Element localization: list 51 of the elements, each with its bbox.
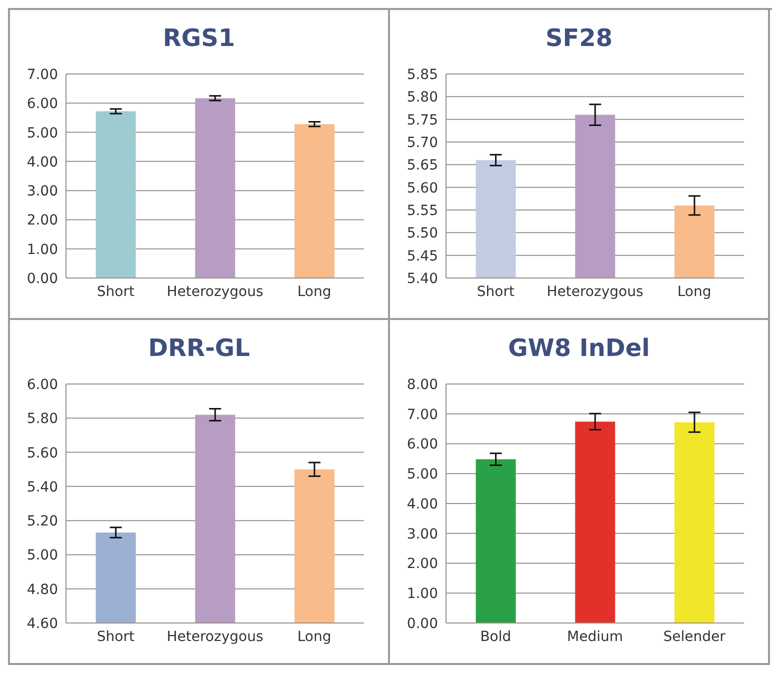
- x-tick-label: Heterozygous: [546, 284, 644, 300]
- y-tick-label: 2.00: [406, 556, 438, 572]
- chart-title: GW8 InDel: [507, 333, 651, 364]
- y-tick-label: 2.00: [26, 212, 58, 229]
- y-tick-label: 3.00: [406, 526, 438, 542]
- y-tick-label: 5.50: [406, 226, 438, 242]
- y-tick-label: 0.00: [26, 270, 58, 287]
- x-tick-label: Medium: [567, 628, 623, 645]
- y-tick-label: 4.80: [26, 582, 58, 598]
- x-tick-label: Long: [297, 284, 332, 300]
- y-tick-label: 5.00: [26, 548, 58, 564]
- y-tick-label: 1.00: [26, 242, 58, 258]
- y-tick-label: 5.45: [406, 248, 438, 264]
- y-tick-label: 5.60: [26, 445, 58, 462]
- y-tick-label: 6.00: [26, 376, 58, 393]
- x-tick-label: Bold: [480, 628, 512, 645]
- x-tick-label: Selender: [663, 628, 726, 645]
- y-tick-label: 4.60: [26, 616, 58, 632]
- chart-title: SF28: [544, 23, 614, 54]
- y-tick-label: 5.55: [406, 202, 438, 219]
- y-tick-label: 5.00: [406, 466, 438, 483]
- y-tick-label: 5.20: [26, 514, 58, 530]
- y-tick-label: 5.75: [406, 112, 438, 128]
- y-tick-label: 5.80: [406, 90, 438, 106]
- x-tick-label: Long: [677, 284, 712, 300]
- y-tick-label: 5.40: [406, 270, 438, 287]
- x-tick-label: Long: [297, 628, 332, 645]
- y-tick-label: 5.70: [406, 134, 438, 151]
- y-tick-label: 5.85: [406, 66, 438, 83]
- y-tick-label: 5.00: [26, 125, 58, 142]
- y-tick-label: 5.80: [26, 411, 58, 428]
- y-tick-label: 4.00: [26, 154, 58, 170]
- y-tick-label: 4.00: [406, 496, 438, 512]
- y-tick-label: 5.40: [26, 479, 58, 496]
- x-tick-label: Short: [96, 628, 135, 645]
- y-tick-label: 5.60: [406, 180, 438, 196]
- y-tick-label: 8.00: [406, 376, 438, 393]
- y-tick-label: 7.00: [406, 406, 438, 423]
- x-tick-label: Heterozygous: [166, 284, 264, 300]
- y-tick-label: 7.00: [26, 66, 58, 83]
- y-tick-label: 0.00: [406, 616, 438, 632]
- x-tick-label: Short: [96, 284, 135, 300]
- x-tick-label: Heterozygous: [166, 628, 264, 645]
- chart-title: RGS1: [162, 23, 236, 54]
- y-tick-label: 5.65: [406, 158, 438, 174]
- x-tick-label: Short: [476, 284, 515, 300]
- y-tick-label: 6.00: [26, 96, 58, 112]
- y-tick-label: 3.00: [26, 184, 58, 200]
- chart-title: DRR-GL: [147, 333, 251, 364]
- y-tick-label: 1.00: [406, 586, 438, 602]
- y-tick-label: 6.00: [406, 436, 438, 453]
